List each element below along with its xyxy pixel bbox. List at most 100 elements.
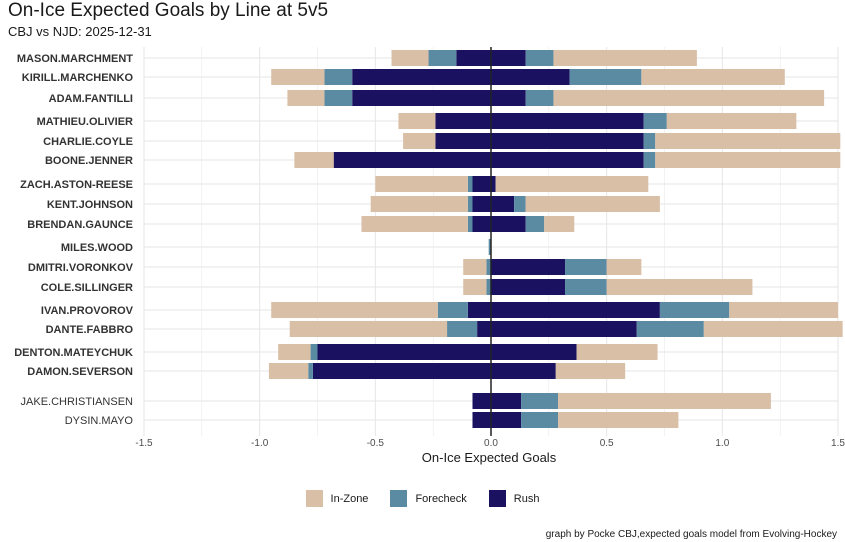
bar-for-rush [491,152,644,168]
bar-for-forecheck [521,412,559,428]
bar-for-rush [491,302,660,318]
y-axis-labels: MASON.MARCHMENT KIRILL.MARCHENKO ADAM.FANT… [14,53,133,427]
bar-against-in-zone [271,69,325,85]
y-tick-label: DAMON.SEVERSON [27,366,133,378]
x-tick-label: -1.0 [251,438,269,449]
y-tick-label: JAKE.CHRISTIANSEN [21,396,134,408]
y-tick-label: DMITRI.VORONKOV [28,262,134,274]
bar-against-rush [352,90,491,106]
bar-for-rush [491,69,570,85]
bar-against-forecheck [486,259,491,275]
y-tick-label: MATHIEU.OLIVIER [37,116,133,128]
y-tick-label: MILES.WOOD [61,242,133,254]
bar-for-rush [491,196,515,212]
bar-for-in-zone [655,133,841,149]
x-axis-title: On-Ice Expected Goals [422,450,557,465]
y-tick-label: ZACH.ASTON-REESE [20,179,133,191]
bar-for-forecheck [565,259,607,275]
bar-for-in-zone [553,50,697,66]
bar-for-rush [491,279,566,295]
bar-for-forecheck [525,50,554,66]
bar-against-in-zone [287,90,325,106]
bar-against-forecheck [467,216,473,232]
bar-against-rush [472,216,491,232]
bar-for-rush [491,344,577,360]
x-axis-ticks: -1.5 -1.0 -0.5 0.0 0.5 1.0 1.5 [135,438,845,449]
bar-for-forecheck [659,302,730,318]
bar-for-forecheck [643,152,656,168]
y-tick-label: ADAM.FANTILLI [49,93,133,105]
bar-against-rush [472,393,491,409]
bar-against-in-zone [268,363,309,379]
x-tick-label: 0.5 [600,438,614,449]
bar-for-rush [491,412,522,428]
legend-item-forecheck: Forecheck [390,490,467,507]
bar-against-rush [472,176,491,192]
y-tick-label: CHARLIE.COYLE [43,136,133,148]
bar-against-in-zone [391,50,429,66]
y-tick-label: DANTE.FABBRO [46,324,134,336]
bar-against-forecheck [428,50,457,66]
bar-against-forecheck [324,69,353,85]
bar-against-in-zone [289,321,448,337]
bar-for-in-zone [558,412,679,428]
y-tick-label: COLE.SILLINGER [41,282,133,294]
bar-against-rush [456,50,491,66]
bar-against-rush [472,412,491,428]
x-tick-label: 1.0 [715,438,729,449]
bar-against-forecheck [324,90,353,106]
bar-against-in-zone [361,216,468,232]
y-tick-label: DYSIN.MAYO [65,415,134,427]
bar-for-in-zone [555,363,626,379]
bar-for-forecheck [569,69,642,85]
bar-against-in-zone [294,152,334,168]
legend-item-rush: Rush [488,490,540,507]
bar-against-in-zone [375,176,468,192]
legend-label-rush: Rush [513,492,540,505]
bar-for-rush [491,113,644,129]
bar-for-in-zone [544,216,575,232]
bar-for-in-zone [606,259,642,275]
bar-against-rush [472,196,491,212]
bar-against-in-zone [398,113,436,129]
bar-for-in-zone [703,321,843,337]
bar-for-in-zone [655,152,841,168]
bar-against-in-zone [463,259,487,275]
legend-label-forecheck: Forecheck [415,492,467,505]
chart-caption: graph by Pocke CBJ,expected goals model … [545,529,837,540]
bar-for-forecheck [643,133,656,149]
bar-for-in-zone [666,113,797,129]
bar-for-rush [491,259,566,275]
bar-for-rush [491,133,644,149]
legend-item-in-zone: In-Zone [305,490,369,507]
bar-for-forecheck [514,196,526,212]
bar-against-in-zone [370,196,468,212]
bar-against-rush [477,321,491,337]
bar-against-in-zone [463,279,487,295]
legend: In-Zone Forecheck Rush [0,490,845,507]
bar-for-rush [491,363,556,379]
bar-for-rush [491,50,526,66]
bar-for-forecheck [636,321,704,337]
bar-for-in-zone [553,90,825,106]
legend-label-in-zone: In-Zone [330,492,369,505]
bar-for-rush [491,90,526,106]
y-tick-label: BOONE.JENNER [45,155,133,167]
x-tick-label: -0.5 [367,438,385,449]
bar-against-forecheck [467,176,473,192]
bar-against-forecheck [437,302,468,318]
bar-for-in-zone [606,279,753,295]
y-tick-label: DENTON.MATEYCHUK [14,347,133,359]
y-tick-label: BRENDAN.GAUNCE [27,219,133,231]
x-tick-label: 0.0 [484,438,498,449]
bar-for-in-zone [495,176,649,192]
bar-for-rush [491,216,526,232]
bar-for-forecheck [565,279,607,295]
x-tick-label: 1.5 [831,438,845,449]
bar-for-forecheck [643,113,667,129]
bar-for-in-zone [576,344,658,360]
bar-against-rush [352,69,491,85]
bar-against-forecheck [447,321,478,337]
bar-for-in-zone [525,196,660,212]
